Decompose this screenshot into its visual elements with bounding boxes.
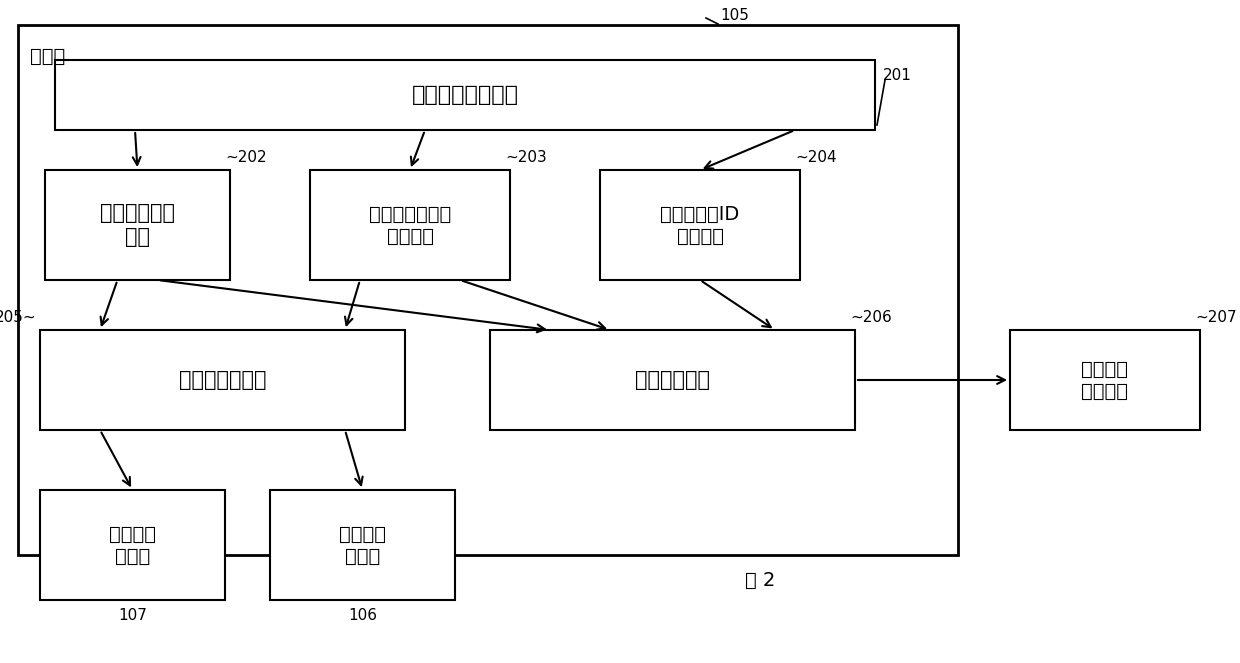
Text: 广播节目编辑单元: 广播节目编辑单元 [412,85,518,105]
Bar [600,170,800,280]
Bar [19,25,959,555]
Text: 205~: 205~ [0,310,37,325]
Bar [45,170,229,280]
Bar [40,490,224,600]
Text: 子元信息添加
单元: 子元信息添加 单元 [100,204,175,247]
Text: 广播节目元信息
添加单元: 广播节目元信息 添加单元 [368,204,451,245]
Text: 201: 201 [883,68,911,82]
Text: 图 2: 图 2 [745,570,775,589]
Text: ~206: ~206 [849,310,892,325]
Text: 元信息存储单元: 元信息存储单元 [179,370,267,390]
Text: 106: 106 [348,608,377,623]
Text: 107: 107 [118,608,146,623]
Text: 识别信息
发送单元: 识别信息 发送单元 [1081,359,1128,400]
Text: ~204: ~204 [795,150,837,165]
Text: 105: 105 [720,8,749,23]
Text: ~207: ~207 [1195,310,1236,325]
Text: 内容服务
服务器: 内容服务 服务器 [109,524,156,566]
Text: ~202: ~202 [224,150,267,165]
Bar [270,490,455,600]
Text: 元信息参考ID
添加单元: 元信息参考ID 添加单元 [661,204,739,245]
Text: 广播站: 广播站 [30,47,66,66]
Bar [1011,330,1200,430]
Bar [40,330,405,430]
Text: ~203: ~203 [505,150,547,165]
Bar [310,170,510,280]
Bar [490,330,856,430]
Text: 信息相关单元: 信息相关单元 [635,370,711,390]
Bar [55,60,875,130]
Text: 目录服务
服务器: 目录服务 服务器 [339,524,386,566]
